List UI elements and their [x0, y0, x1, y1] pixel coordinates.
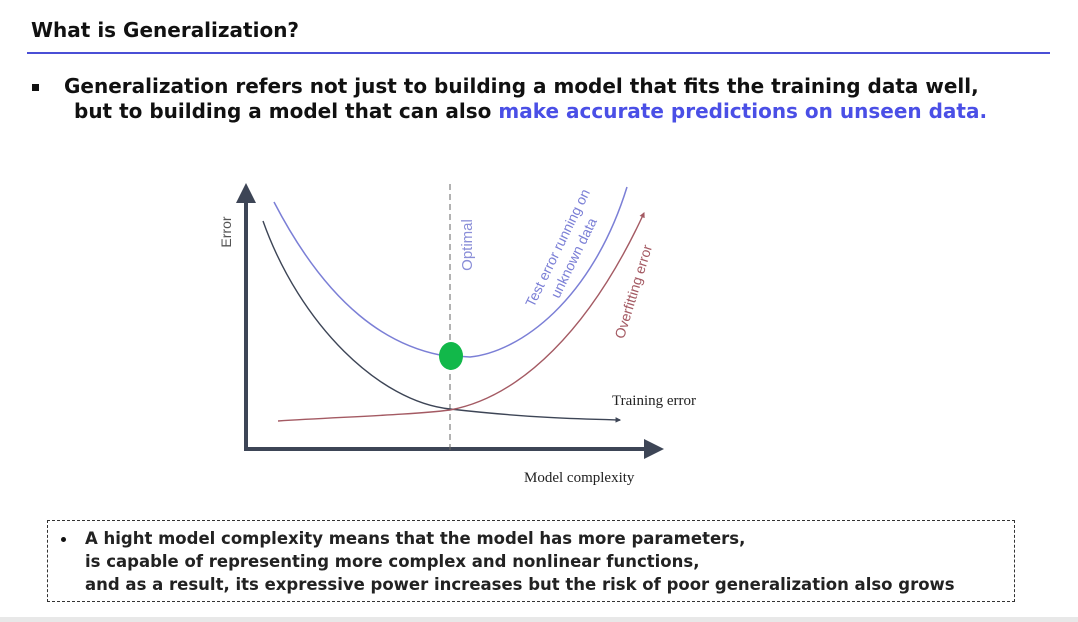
main-point-highlight: make accurate predictions on unseen data…: [498, 99, 988, 123]
test-error-curve: [273, 186, 628, 358]
note-box: A hight model complexity means that the …: [47, 520, 1015, 602]
slide-title: What is Generalization?: [31, 18, 300, 42]
overfitting-label: Overfitting error: [611, 242, 655, 340]
main-point-line-2-plain: but to building a model that can also: [74, 99, 499, 123]
training-error-label: Training error: [612, 393, 696, 409]
main-point-line-2: but to building a model that can also ma…: [64, 99, 987, 124]
optimal-label: Optimal: [459, 219, 476, 271]
note-line-1: A hight model complexity means that the …: [85, 529, 746, 548]
y-axis-label: Error: [218, 216, 234, 247]
bullet-dot-icon: [61, 537, 66, 542]
bottom-divider: [0, 617, 1078, 622]
optimal-point: [439, 342, 463, 370]
overfitting-error-curve: [277, 211, 645, 422]
main-point-text: Generalization refers not just to buildi…: [64, 74, 987, 124]
title-divider: [27, 52, 1050, 54]
note-line-3: and as a result, its expressive power in…: [85, 575, 955, 594]
bullet-square-icon: [32, 84, 39, 91]
note-text: A hight model complexity means that the …: [85, 527, 955, 596]
main-point-line-1: Generalization refers not just to buildi…: [64, 74, 979, 98]
x-axis-label: Model complexity: [524, 470, 635, 486]
training-error-curve: [262, 220, 622, 423]
note-line-2: is capable of representing more complex …: [85, 552, 700, 571]
